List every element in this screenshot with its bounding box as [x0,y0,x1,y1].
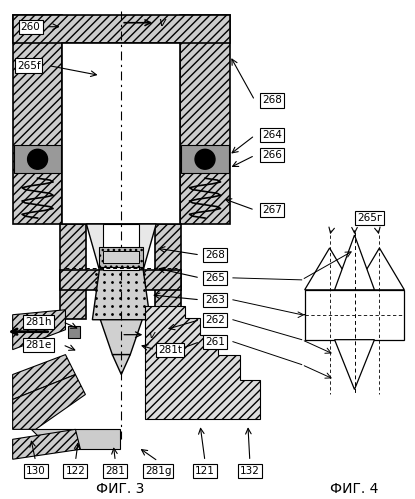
Polygon shape [334,340,374,390]
Text: 265г: 265г [357,213,382,223]
Text: 267: 267 [262,205,282,215]
Circle shape [195,149,215,169]
Bar [61,270,181,290]
Text: 121: 121 [195,466,215,476]
Polygon shape [12,355,76,400]
Text: 281t: 281t [158,345,182,355]
Polygon shape [93,270,150,320]
Polygon shape [86,224,156,270]
Text: 263: 263 [205,295,225,305]
Bar [180,15,230,224]
Bar [181,145,229,173]
Bar [12,15,63,224]
Text: 281h: 281h [25,317,52,327]
Polygon shape [112,355,130,375]
Text: 261: 261 [205,337,225,347]
Text: 281g: 281g [145,466,171,476]
Polygon shape [100,320,142,355]
Polygon shape [12,310,66,350]
Bar [14,145,61,173]
Text: 281e: 281e [25,340,52,350]
Text: 262: 262 [205,315,225,325]
Text: 265f: 265f [17,60,40,70]
Bar [61,224,86,319]
Bar [103,224,139,270]
Circle shape [28,149,48,169]
Polygon shape [334,235,374,290]
Bar [305,290,404,340]
Text: 266: 266 [262,150,282,160]
Text: 122: 122 [66,466,85,476]
Bar [99,247,143,267]
Text: 264: 264 [262,130,282,140]
Text: v: v [148,330,155,340]
Polygon shape [145,306,260,419]
Polygon shape [305,248,354,290]
Bar [63,42,180,224]
Text: v: v [158,16,166,29]
Polygon shape [12,429,81,459]
Bar [12,15,230,42]
Polygon shape [354,248,404,290]
Text: 265: 265 [205,273,225,283]
Text: 268: 268 [262,95,282,105]
Bar [68,326,81,338]
Bar [155,224,181,319]
Text: 281: 281 [105,466,125,476]
Text: ФИГ. 4: ФИГ. 4 [330,482,379,496]
Text: 268: 268 [205,250,225,260]
Text: 260: 260 [21,22,41,32]
Bar [103,251,139,263]
Polygon shape [31,429,120,449]
Text: 130: 130 [26,466,46,476]
Polygon shape [12,375,85,429]
Text: 132: 132 [240,466,260,476]
Text: ФИГ. 3: ФИГ. 3 [96,482,144,496]
